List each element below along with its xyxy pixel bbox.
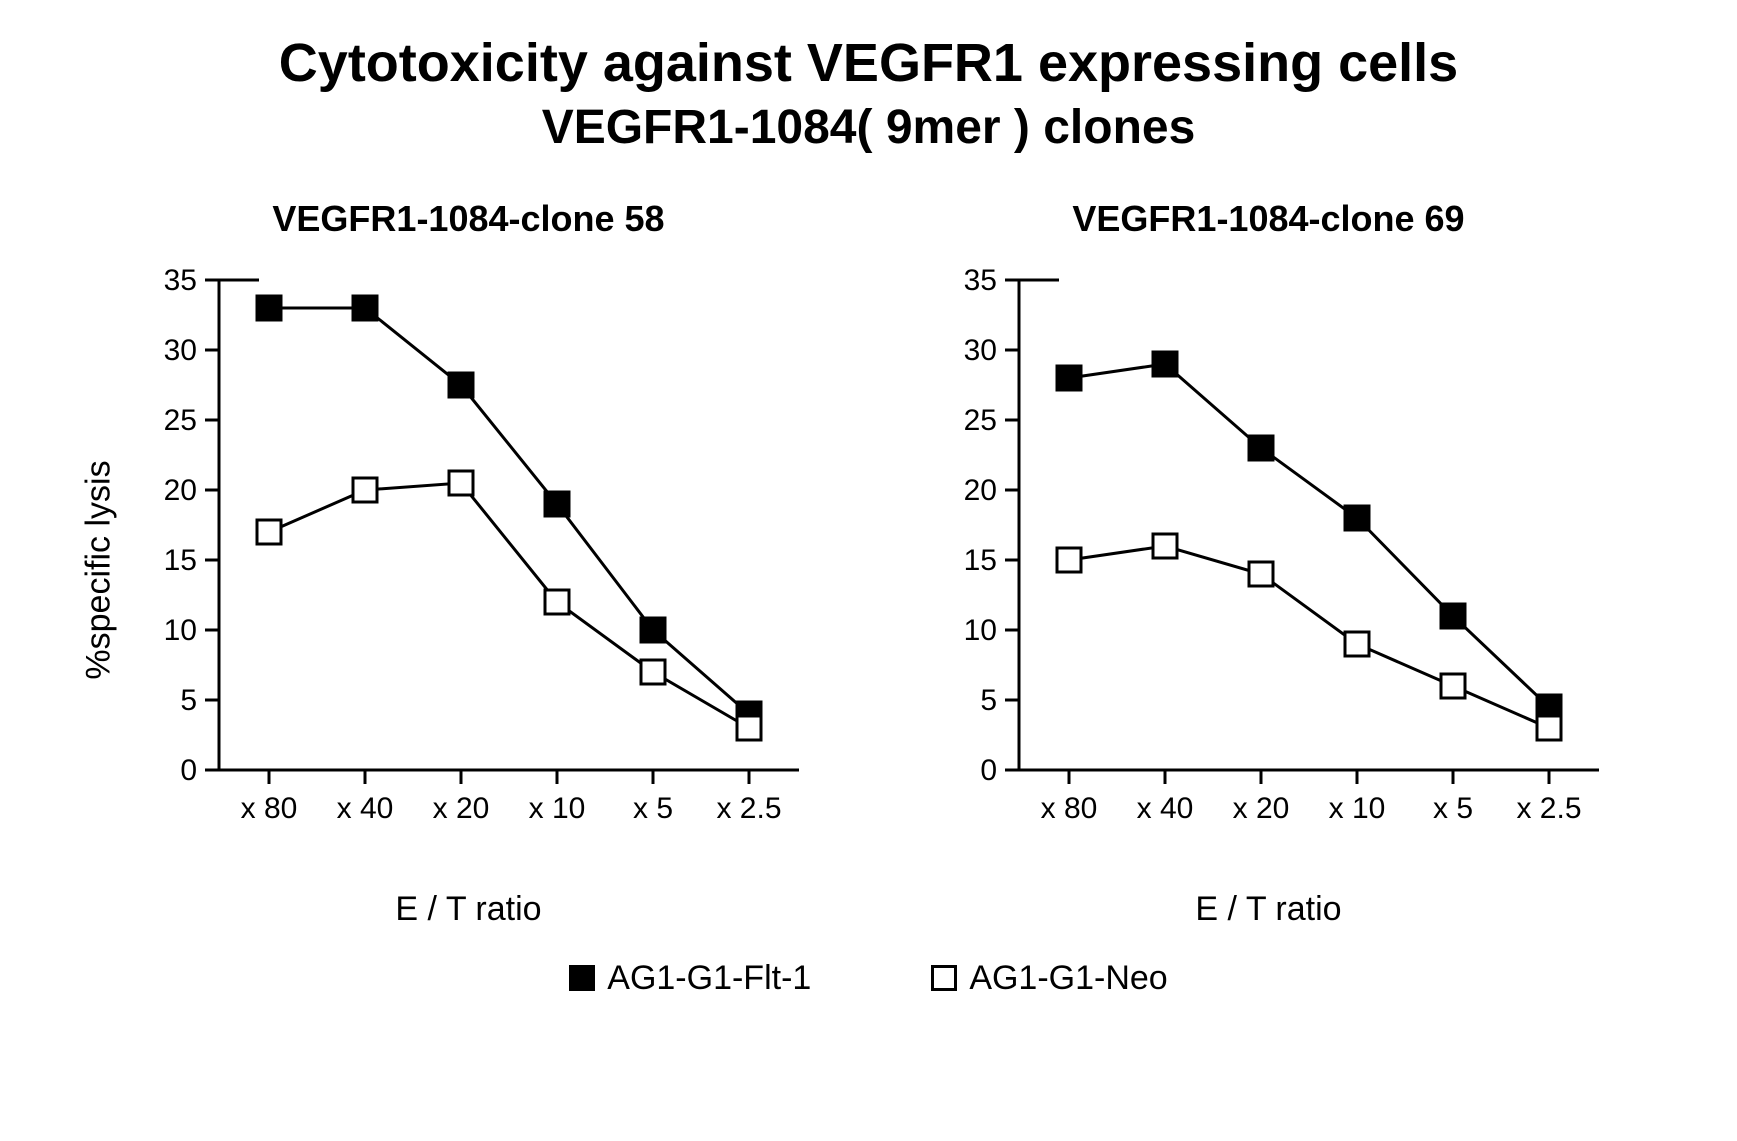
ytick-label: 30 [963,334,996,367]
series-line [1069,364,1549,707]
xtick-label: x 5 [1432,792,1472,825]
ytick-label: 35 [163,264,196,297]
open-square-icon [545,590,569,614]
x-axis-label: E / T ratio [1195,890,1341,929]
x-axis-label: E / T ratio [395,890,541,929]
legend-item-series1: AG1-G1-Flt-1 [569,959,811,998]
xtick-label: x 10 [528,792,585,825]
open-square-icon [931,965,957,991]
chart-area: 0 5 10 15 20 25 30 35 x 80 x 40 x 20 x 10 x 5 x 2.5 [909,260,1629,880]
ytick-label: 0 [180,754,197,787]
charts-row: VEGFR1-1084-clone 58 0 5 10 15 20 25 30 35 x 80 x … [0,198,1737,929]
ytick-label: 20 [163,474,196,507]
open-square-icon [641,660,665,684]
filled-square-icon [257,296,281,320]
chart-svg: 0 5 10 15 20 25 30 35 x 80 x 40 x 20 x 10 x 5 x 2.5 [909,260,1629,880]
open-square-icon [1057,548,1081,572]
chart-area: 05101520253035x 80x 40x 20x 10x 5x 2.5%s… [109,260,829,880]
xtick-label: x 5 [632,792,672,825]
ytick-label: 10 [163,614,196,647]
page: Cytotoxicity against VEGFR1 expressing c… [0,0,1737,1141]
xtick-label: x 2.5 [716,792,781,825]
xtick-label: x 40 [336,792,393,825]
ytick-label: 5 [180,684,197,717]
xtick-label: x 2.5 [1516,792,1581,825]
y-axis-label: %specific lysis [79,460,118,679]
filled-square-icon [569,965,595,991]
open-square-icon [1537,716,1561,740]
filled-square-icon [449,373,473,397]
open-square-icon [737,716,761,740]
main-title: Cytotoxicity against VEGFR1 expressing c… [40,30,1697,158]
open-square-icon [449,471,473,495]
ytick-label: 15 [163,544,196,577]
open-square-icon [1249,562,1273,586]
open-square-icon [257,520,281,544]
series-line [269,483,749,728]
ytick-label: 15 [963,544,996,577]
title-line1: Cytotoxicity against VEGFR1 expressing c… [279,33,1458,93]
xtick-label: x 80 [1040,792,1097,825]
open-square-icon [1441,674,1465,698]
legend-label-series2: AG1-G1-Neo [969,959,1167,998]
chart-title: VEGFR1-1084-clone 69 [1072,198,1464,240]
ytick-label: 20 [963,474,996,507]
series-line [269,308,749,714]
filled-square-icon [1441,604,1465,628]
ytick-label: 35 [963,264,996,297]
ytick-label: 30 [163,334,196,367]
filled-square-icon [1153,352,1177,376]
filled-square-icon [1057,366,1081,390]
ytick-label: 0 [980,754,997,787]
xtick-label: x 20 [1232,792,1289,825]
filled-square-icon [641,618,665,642]
legend-label-series1: AG1-G1-Flt-1 [607,959,811,998]
legend-item-series2: AG1-G1-Neo [931,959,1167,998]
xtick-label: x 10 [1328,792,1385,825]
filled-square-icon [545,492,569,516]
ytick-label: 5 [980,684,997,717]
filled-square-icon [1345,506,1369,530]
chart-title: VEGFR1-1084-clone 58 [272,198,664,240]
ytick-label: 25 [963,404,996,437]
ytick-label: 10 [963,614,996,647]
open-square-icon [353,478,377,502]
xtick-label: x 80 [240,792,297,825]
chart-panel: VEGFR1-1084-clone 58 0 5 10 15 20 25 30 35 x 80 x … [109,198,829,929]
ytick-label: 25 [163,404,196,437]
title-line2: VEGFR1-1084( 9mer ) clones [40,98,1697,158]
chart-panel: VEGFR1-1084-clone 69 0 5 10 15 20 25 30 35 x 80 x … [909,198,1629,929]
xtick-label: x 40 [1136,792,1193,825]
filled-square-icon [353,296,377,320]
xtick-label: x 20 [432,792,489,825]
chart-svg: 0 5 10 15 20 25 30 35 x 80 x 40 x 20 x 10 x 5 x 2.5 [109,260,829,880]
legend: AG1-G1-Flt-1 AG1-G1-Neo [0,959,1737,998]
filled-square-icon [1249,436,1273,460]
open-square-icon [1153,534,1177,558]
open-square-icon [1345,632,1369,656]
